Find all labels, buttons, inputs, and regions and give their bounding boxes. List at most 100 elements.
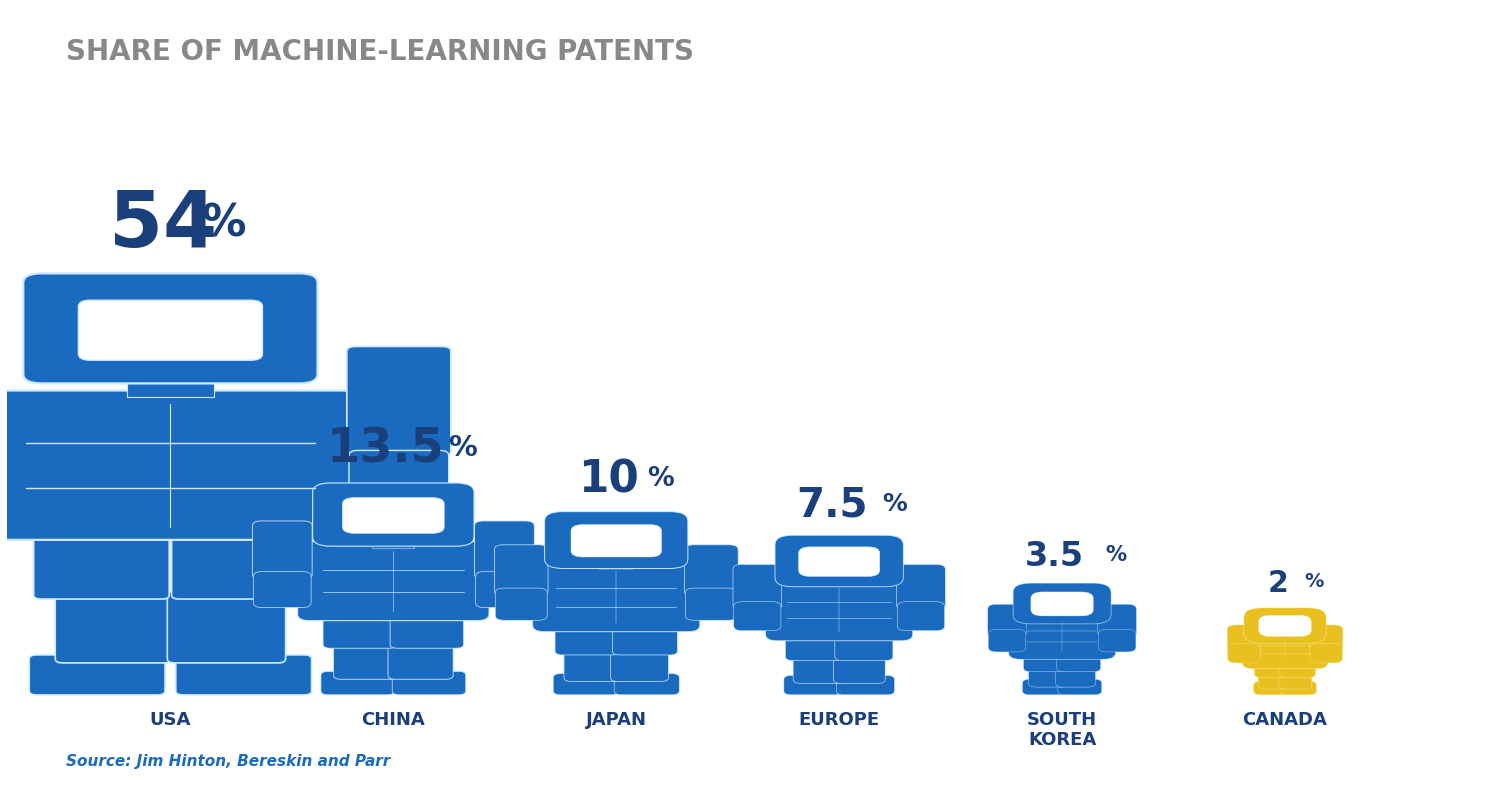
FancyBboxPatch shape: [734, 565, 782, 610]
FancyBboxPatch shape: [495, 545, 548, 596]
FancyBboxPatch shape: [794, 653, 844, 683]
FancyBboxPatch shape: [171, 532, 308, 599]
FancyBboxPatch shape: [765, 579, 914, 641]
FancyBboxPatch shape: [555, 622, 620, 655]
FancyBboxPatch shape: [1242, 631, 1328, 669]
FancyBboxPatch shape: [1056, 664, 1095, 687]
FancyBboxPatch shape: [564, 647, 622, 682]
FancyBboxPatch shape: [1030, 592, 1094, 616]
FancyBboxPatch shape: [56, 591, 174, 663]
FancyBboxPatch shape: [1029, 664, 1068, 687]
FancyBboxPatch shape: [784, 675, 842, 694]
FancyBboxPatch shape: [544, 512, 688, 569]
FancyBboxPatch shape: [836, 631, 892, 661]
FancyBboxPatch shape: [1310, 625, 1342, 653]
FancyBboxPatch shape: [684, 545, 738, 596]
FancyBboxPatch shape: [346, 346, 452, 456]
FancyBboxPatch shape: [1058, 679, 1101, 694]
FancyBboxPatch shape: [1023, 679, 1066, 694]
FancyBboxPatch shape: [554, 674, 618, 694]
FancyBboxPatch shape: [532, 562, 700, 632]
FancyBboxPatch shape: [1098, 630, 1136, 652]
Text: %: %: [448, 434, 477, 462]
FancyBboxPatch shape: [388, 640, 453, 679]
Text: 10: 10: [579, 458, 639, 502]
FancyBboxPatch shape: [1254, 681, 1290, 694]
FancyBboxPatch shape: [321, 671, 394, 694]
FancyBboxPatch shape: [1008, 614, 1116, 659]
Text: %: %: [648, 466, 674, 491]
Text: SHARE OF MACHINE-LEARNING PATENTS: SHARE OF MACHINE-LEARNING PATENTS: [66, 38, 695, 66]
FancyBboxPatch shape: [734, 602, 782, 630]
FancyBboxPatch shape: [1227, 625, 1260, 653]
FancyBboxPatch shape: [572, 525, 662, 557]
FancyBboxPatch shape: [988, 630, 1026, 652]
Text: 13.5: 13.5: [327, 426, 446, 473]
FancyBboxPatch shape: [897, 602, 945, 630]
FancyBboxPatch shape: [0, 390, 354, 540]
FancyBboxPatch shape: [1254, 659, 1292, 678]
FancyBboxPatch shape: [897, 565, 945, 610]
FancyBboxPatch shape: [495, 588, 548, 620]
FancyBboxPatch shape: [614, 674, 680, 694]
FancyBboxPatch shape: [30, 655, 165, 694]
Text: %: %: [201, 202, 246, 246]
Bar: [1052, 614, 1072, 620]
Text: %: %: [1106, 546, 1126, 566]
FancyBboxPatch shape: [312, 483, 474, 546]
FancyBboxPatch shape: [476, 571, 532, 607]
Bar: [1276, 634, 1293, 638]
Text: Source: Jim Hinton, Bereskin and Parr: Source: Jim Hinton, Bereskin and Parr: [66, 754, 390, 770]
FancyBboxPatch shape: [254, 571, 310, 607]
FancyBboxPatch shape: [1023, 650, 1068, 672]
Text: 7.5: 7.5: [796, 485, 867, 525]
FancyBboxPatch shape: [612, 622, 678, 655]
FancyBboxPatch shape: [297, 542, 489, 621]
FancyBboxPatch shape: [1244, 608, 1326, 643]
FancyBboxPatch shape: [1056, 650, 1101, 672]
Text: USA: USA: [150, 710, 190, 729]
Bar: [128, 374, 213, 397]
FancyBboxPatch shape: [610, 647, 669, 682]
FancyBboxPatch shape: [342, 498, 444, 534]
Bar: [598, 559, 634, 569]
FancyBboxPatch shape: [1280, 681, 1317, 694]
FancyBboxPatch shape: [1227, 644, 1260, 663]
Bar: [372, 537, 414, 548]
Text: CHINA: CHINA: [362, 710, 424, 729]
FancyBboxPatch shape: [1098, 604, 1137, 638]
Text: JAPAN: JAPAN: [585, 710, 646, 729]
Text: EUROPE: EUROPE: [798, 710, 879, 729]
FancyBboxPatch shape: [176, 655, 312, 694]
Text: %: %: [1305, 572, 1323, 591]
FancyBboxPatch shape: [1258, 670, 1292, 689]
FancyBboxPatch shape: [1013, 583, 1112, 624]
FancyBboxPatch shape: [78, 300, 262, 360]
FancyBboxPatch shape: [390, 611, 464, 648]
FancyBboxPatch shape: [1258, 615, 1311, 637]
Text: CANADA: CANADA: [1242, 710, 1328, 729]
Text: 54: 54: [110, 187, 218, 263]
FancyBboxPatch shape: [786, 631, 843, 661]
Text: %: %: [882, 492, 908, 516]
FancyBboxPatch shape: [333, 640, 399, 679]
FancyBboxPatch shape: [1310, 644, 1342, 663]
FancyBboxPatch shape: [1278, 670, 1312, 689]
FancyBboxPatch shape: [987, 604, 1026, 638]
Text: 3.5: 3.5: [1024, 540, 1084, 573]
FancyBboxPatch shape: [168, 591, 285, 663]
Bar: [824, 578, 855, 586]
FancyBboxPatch shape: [33, 532, 170, 599]
FancyBboxPatch shape: [1280, 659, 1316, 678]
Text: SOUTH
KOREA: SOUTH KOREA: [1028, 710, 1096, 750]
FancyBboxPatch shape: [837, 675, 894, 694]
FancyBboxPatch shape: [798, 547, 880, 577]
FancyBboxPatch shape: [252, 521, 312, 579]
FancyBboxPatch shape: [24, 274, 318, 383]
FancyBboxPatch shape: [322, 611, 396, 648]
Text: 2: 2: [1268, 569, 1288, 598]
FancyBboxPatch shape: [474, 521, 534, 579]
FancyBboxPatch shape: [776, 535, 903, 586]
FancyBboxPatch shape: [350, 450, 448, 514]
FancyBboxPatch shape: [686, 588, 736, 620]
